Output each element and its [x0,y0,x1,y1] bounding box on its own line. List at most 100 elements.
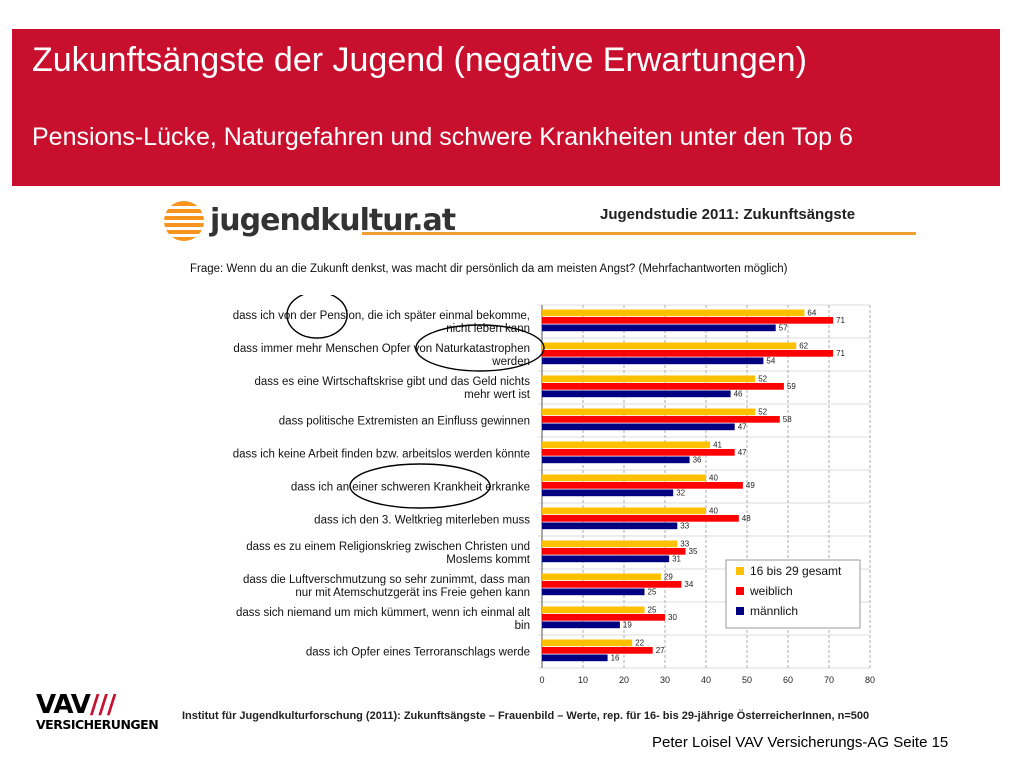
bar [542,416,780,423]
data-label: 57 [779,324,788,333]
category-label: Moslems kommt [446,554,531,566]
bar [542,588,645,596]
data-label: 52 [758,408,767,417]
category-label: dass politische Extremisten an Einfluss … [279,416,530,428]
bar [542,441,711,449]
bar [542,390,731,398]
bar [542,357,764,365]
bar [542,515,739,522]
title-banner: Zukunftsängste der Jugend (negative Erwa… [12,29,1000,186]
legend-label: weiblich [749,584,793,598]
category-label: dass ich von der Pension, die ich später… [233,310,530,322]
data-label: 34 [684,580,693,589]
category-label: dass die Luftverschmutzung so sehr zunim… [243,574,530,586]
data-label: 49 [746,481,755,490]
data-label: 16 [611,654,620,663]
data-label: 33 [680,540,689,549]
bar [542,573,661,581]
category-label: dass ich an einer schweren Krankheit erk… [291,482,530,494]
survey-question: Frage: Wenn du an die Zukunft denkst, wa… [190,263,788,275]
data-label: 19 [623,621,632,630]
bar-chart: 0 10 20 30 40 50 60 70 80 64 71 57 dass ich von der … [233,295,875,685]
study-title: Jugendstudie 2011: Zukunftsängste [600,206,856,223]
data-label: 25 [648,588,657,597]
data-label: 35 [689,547,698,556]
jugendkultur-logo: jugendkultur.at [158,197,456,245]
bar [542,383,784,390]
data-label: 40 [709,507,718,516]
legend-label: 16 bis 29 gesamt [750,564,842,578]
bar [542,317,834,324]
vav-logo-subtext: VERSICHERUNGEN [36,717,159,732]
category-label: dass sich niemand um mich kümmert, wenn … [236,607,531,619]
data-label: 31 [672,555,681,564]
vav-logo: VAV/// VERSICHERUNGEN [36,690,159,732]
category-label: dass es eine Wirtschaftskrise gibt und d… [255,376,531,388]
legend [725,559,861,629]
data-label: 58 [783,415,792,424]
x-tick-label: 70 [824,675,834,685]
bar [542,540,678,548]
x-tick-label: 50 [742,675,752,685]
legend-label: männlich [750,604,798,618]
data-label: 30 [668,613,677,622]
bar [542,309,805,317]
bar [542,522,678,530]
sun-stripes-icon [158,201,204,241]
bar [542,474,706,482]
bar [542,507,706,515]
legend-swatch [736,567,744,575]
data-label: 47 [738,448,747,457]
bar [542,482,743,489]
category-label: dass immer mehr Menschen Opfer von Natur… [233,343,530,355]
data-label: 62 [799,342,808,351]
slide-subtitle: Pensions-Lücke, Naturgefahren und schwer… [32,123,853,151]
bar [542,449,735,456]
data-label: 59 [787,382,796,391]
data-label: 41 [713,441,722,450]
bar [542,375,756,383]
data-label: 29 [664,573,673,582]
data-label: 46 [734,390,743,399]
category-label: dass ich keine Arbeit finden bzw. arbeit… [233,449,530,461]
category-label: dass es zu einem Religionskrieg zwischen… [246,541,530,553]
bar [542,621,620,629]
legend-swatch [736,607,744,615]
highlight-circle [415,324,545,372]
header-rule [362,232,916,235]
bar [542,555,670,563]
data-label: 47 [738,423,747,432]
vav-slashes-icon: /// [89,690,116,720]
data-label: 54 [766,357,775,366]
highlight-circle [349,463,491,509]
x-tick-label: 0 [539,675,544,685]
highlight-circle [286,295,348,339]
data-label: 32 [676,489,685,498]
page-footer: Peter Loisel VAV Versicherungs-AG Seite … [652,734,949,751]
x-tick-label: 10 [578,675,588,685]
data-label: 48 [742,514,751,523]
bar [542,548,686,555]
x-tick-label: 20 [619,675,629,685]
bar [542,581,682,588]
x-tick-label: 40 [701,675,711,685]
data-label: 22 [635,639,644,648]
category-label: nur mit Atemschutzgerät ins Freie gehen … [295,587,530,599]
data-label: 71 [836,349,845,358]
bar [542,606,645,614]
bar [542,639,633,647]
source-note: Institut für Jugendkulturforschung (2011… [182,710,870,722]
data-label: 27 [656,646,665,655]
data-label: 40 [709,474,718,483]
x-tick-label: 80 [865,675,875,685]
data-label: 52 [758,375,767,384]
category-label: mehr wert ist [464,389,531,401]
x-tick-label: 30 [660,675,670,685]
bar [542,614,665,621]
bar [542,324,776,332]
bar [542,423,735,431]
category-label: dass ich den 3. Weltkrieg miterleben mus… [314,515,530,527]
data-label: 33 [680,522,689,531]
slide-title: Zukunftsängste der Jugend (negative Erwa… [32,41,807,79]
data-label: 25 [648,606,657,615]
